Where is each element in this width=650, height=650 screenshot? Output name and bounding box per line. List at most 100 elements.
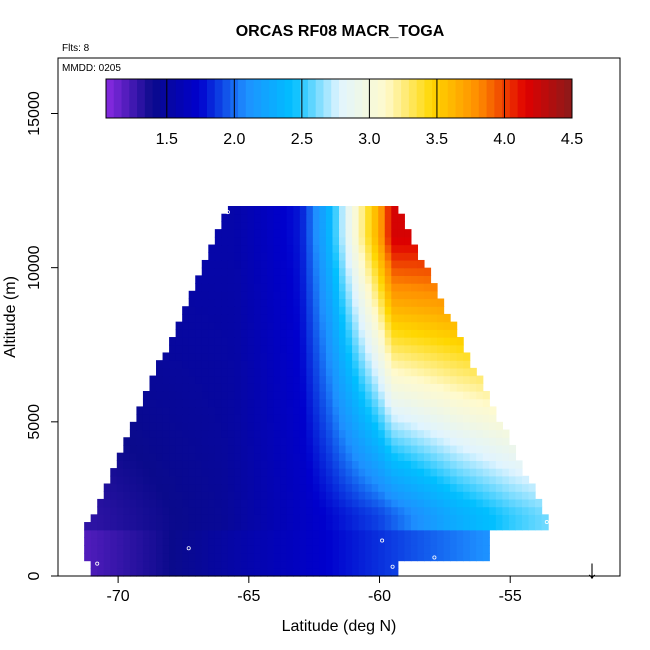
heatmap-cell [142,406,151,415]
heatmap-cell [175,437,183,446]
heatmap-cell [142,452,151,461]
heatmap-cell [175,429,183,438]
heatmap-cell [273,329,281,338]
heatmap-cell [142,468,151,477]
heatmap-cell [463,375,471,384]
heatmap-cell [319,236,327,246]
heatmap-cell [149,498,157,508]
heatmap-cell [371,391,379,400]
heatmap-cell [293,360,301,369]
heatmap-cell [365,460,373,469]
heatmap-cell [312,391,320,400]
heatmap-cell [267,452,275,461]
heatmap-cell [384,437,392,446]
heatmap-cell [286,259,294,269]
heatmap-cell [332,259,340,269]
heatmap-cell [136,560,144,569]
heatmap-cell [214,252,222,261]
heatmap-cell [214,313,222,323]
heatmap-cell [240,560,249,569]
heatmap-cell [410,537,419,546]
heatmap-cell [443,514,451,523]
heatmap-cell [352,552,360,562]
heatmap-cell [469,514,477,523]
heatmap-cell [129,537,138,546]
heatmap-cell [221,529,229,539]
heatmap-cell [214,429,222,438]
heatmap-cell [397,552,405,562]
heatmap-cell [260,444,268,454]
heatmap-cell [332,344,340,354]
heatmap-cell [195,421,203,431]
heatmap-cell [136,468,144,477]
heatmap-cell [254,537,262,546]
heatmap-cell [345,537,353,546]
heatmap-cell [182,552,190,562]
heatmap-cell [358,414,366,423]
heatmap-cell [352,298,360,307]
heatmap-cell [306,529,314,539]
heatmap-cell [469,460,477,469]
heatmap-cell [169,529,177,539]
heatmap-cell [423,468,432,477]
colorbar-tick-label: 3.0 [358,131,380,148]
heatmap-cell [437,491,445,500]
heatmap-cell [260,452,268,461]
heatmap-cell [371,298,379,307]
heatmap-cell [208,383,216,392]
heatmap-cell [221,398,229,408]
heatmap-cell [371,283,379,292]
heatmap-cell [365,437,373,446]
heatmap-cell [325,290,334,300]
heatmap-cell [240,252,249,261]
heatmap-cell [437,298,445,307]
heatmap-cell [332,468,340,477]
heatmap-cell [195,568,203,577]
heatmap-cell [214,283,222,292]
heatmap-cell [410,275,419,284]
heatmap-cell [299,421,307,431]
heatmap-cell [188,290,196,300]
heatmap-cell [221,221,229,230]
heatmap-cell [234,514,242,523]
heatmap-cell [254,313,262,323]
heatmap-cell [254,367,262,377]
heatmap-cell [443,522,451,531]
heatmap-cell [129,506,138,515]
heatmap-cell [463,498,471,508]
heatmap-cell [450,506,458,515]
heatmap-cell [391,529,399,539]
heatmap-cell [469,537,477,546]
heatmap-cell [240,259,249,269]
heatmap-cell [267,552,275,562]
heatmap-cell [319,568,327,577]
heatmap-cell [489,460,497,469]
heatmap-cell [410,337,419,346]
heatmap-cell [299,298,307,307]
heatmap-cell [169,391,177,400]
heatmap-cell [535,506,543,515]
heatmap-cell [195,383,203,392]
heatmap-cell [182,313,190,323]
heatmap-cell [450,329,458,338]
heatmap-cell [221,568,229,577]
heatmap-cell [345,429,353,438]
heatmap-cell [345,475,353,485]
heatmap-cell [214,290,222,300]
heatmap-cell [319,460,327,469]
heatmap-cell [260,414,268,423]
heatmap-cell [254,398,262,408]
heatmap-cell [345,360,353,369]
heatmap-cell [352,321,360,330]
colorbar-segment [284,79,293,118]
heatmap-cell [345,398,353,408]
heatmap-cell [352,306,360,315]
heatmap-cell [476,421,484,431]
heatmap-cell [417,259,425,269]
colorbar-segment [408,79,418,118]
heatmap-cell [410,252,419,261]
heatmap-cell [443,375,451,384]
heatmap-cell [319,229,327,238]
heatmap-cell [476,529,484,539]
colorbar-segment [471,79,480,118]
